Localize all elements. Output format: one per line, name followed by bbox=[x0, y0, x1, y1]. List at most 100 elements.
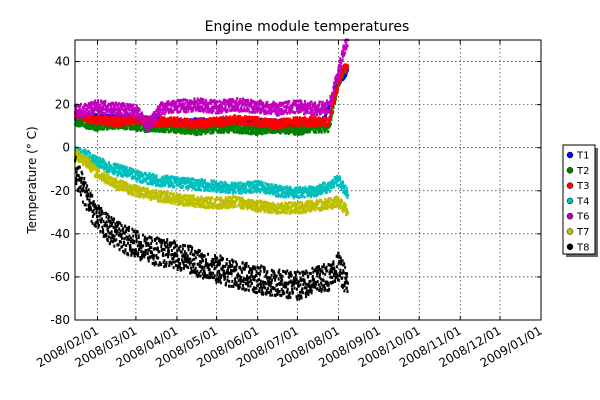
data-point bbox=[251, 115, 254, 119]
data-point bbox=[184, 177, 187, 181]
data-point bbox=[232, 130, 235, 134]
data-point bbox=[179, 180, 182, 184]
data-point bbox=[194, 124, 197, 128]
data-point bbox=[295, 124, 298, 128]
data-point bbox=[278, 120, 281, 124]
data-point bbox=[108, 169, 111, 173]
data-point bbox=[181, 123, 184, 127]
data-point bbox=[343, 67, 346, 71]
data-point bbox=[294, 118, 297, 122]
data-point bbox=[233, 185, 236, 189]
data-point bbox=[295, 186, 298, 190]
data-point bbox=[261, 117, 264, 121]
data-point bbox=[329, 110, 332, 114]
data-point bbox=[179, 124, 182, 128]
data-point bbox=[203, 121, 206, 125]
data-point bbox=[281, 119, 284, 123]
data-point bbox=[326, 117, 329, 121]
data-point bbox=[336, 89, 339, 93]
data-point bbox=[266, 188, 269, 192]
data-point bbox=[258, 119, 261, 123]
data-point bbox=[250, 126, 253, 130]
data-point bbox=[236, 124, 239, 128]
data-point bbox=[161, 184, 164, 188]
data-point bbox=[75, 109, 78, 113]
data-point bbox=[317, 128, 320, 132]
data-point bbox=[238, 191, 241, 195]
data-point bbox=[311, 127, 314, 131]
data-point bbox=[247, 180, 250, 184]
data-point bbox=[121, 167, 124, 171]
data-point bbox=[172, 130, 175, 134]
data-point bbox=[292, 122, 295, 126]
data-point bbox=[234, 115, 237, 119]
data-point bbox=[319, 129, 322, 133]
data-point bbox=[81, 120, 84, 124]
data-point bbox=[249, 187, 252, 191]
data-point bbox=[111, 166, 114, 170]
data-point bbox=[119, 116, 122, 120]
data-point bbox=[260, 188, 263, 192]
data-point bbox=[163, 176, 166, 180]
data-point bbox=[271, 125, 274, 129]
data-point bbox=[153, 123, 156, 127]
data-point bbox=[247, 182, 250, 186]
data-point bbox=[257, 131, 260, 135]
data-point bbox=[229, 126, 232, 130]
data-point bbox=[129, 171, 132, 175]
data-point bbox=[252, 121, 255, 125]
data-point bbox=[314, 186, 317, 190]
data-point bbox=[261, 181, 264, 185]
data-point bbox=[332, 183, 335, 187]
data-point bbox=[188, 183, 191, 187]
data-point bbox=[325, 119, 328, 123]
data-point bbox=[238, 125, 241, 129]
data-point bbox=[255, 183, 258, 187]
data-point bbox=[257, 123, 260, 127]
data-point bbox=[76, 150, 79, 154]
data-point bbox=[197, 183, 200, 187]
data-point bbox=[87, 119, 90, 123]
data-point bbox=[319, 192, 322, 196]
data-point bbox=[131, 115, 134, 119]
data-point bbox=[88, 154, 91, 158]
data-point bbox=[226, 120, 229, 124]
data-point bbox=[202, 119, 205, 123]
data-point bbox=[101, 127, 104, 131]
data-point bbox=[330, 108, 333, 112]
data-point bbox=[224, 128, 227, 132]
data-point bbox=[334, 99, 337, 103]
data-point bbox=[205, 122, 208, 126]
data-point bbox=[287, 192, 290, 196]
data-point bbox=[184, 128, 187, 132]
data-point bbox=[239, 189, 242, 193]
data-point bbox=[170, 179, 173, 183]
data-point bbox=[178, 183, 181, 187]
data-point bbox=[92, 127, 95, 131]
data-point bbox=[145, 172, 148, 176]
data-point bbox=[252, 128, 255, 132]
data-point bbox=[280, 186, 283, 190]
data-point bbox=[171, 175, 174, 179]
data-point bbox=[305, 127, 308, 131]
data-point bbox=[77, 115, 80, 119]
data-point bbox=[309, 128, 312, 132]
data-point bbox=[113, 114, 116, 118]
data-point bbox=[244, 119, 247, 123]
data-point bbox=[262, 128, 265, 132]
data-point bbox=[327, 123, 330, 127]
data-point bbox=[342, 70, 345, 74]
data-point bbox=[210, 124, 213, 128]
data-point bbox=[170, 116, 173, 120]
data-point bbox=[237, 114, 240, 118]
data-point bbox=[269, 118, 272, 122]
data-point bbox=[110, 165, 113, 169]
data-point bbox=[254, 132, 257, 136]
data-point bbox=[122, 126, 125, 130]
data-point bbox=[300, 188, 303, 192]
data-point bbox=[216, 189, 219, 193]
data-point bbox=[106, 163, 109, 167]
data-point bbox=[144, 117, 147, 121]
data-point bbox=[304, 122, 307, 126]
